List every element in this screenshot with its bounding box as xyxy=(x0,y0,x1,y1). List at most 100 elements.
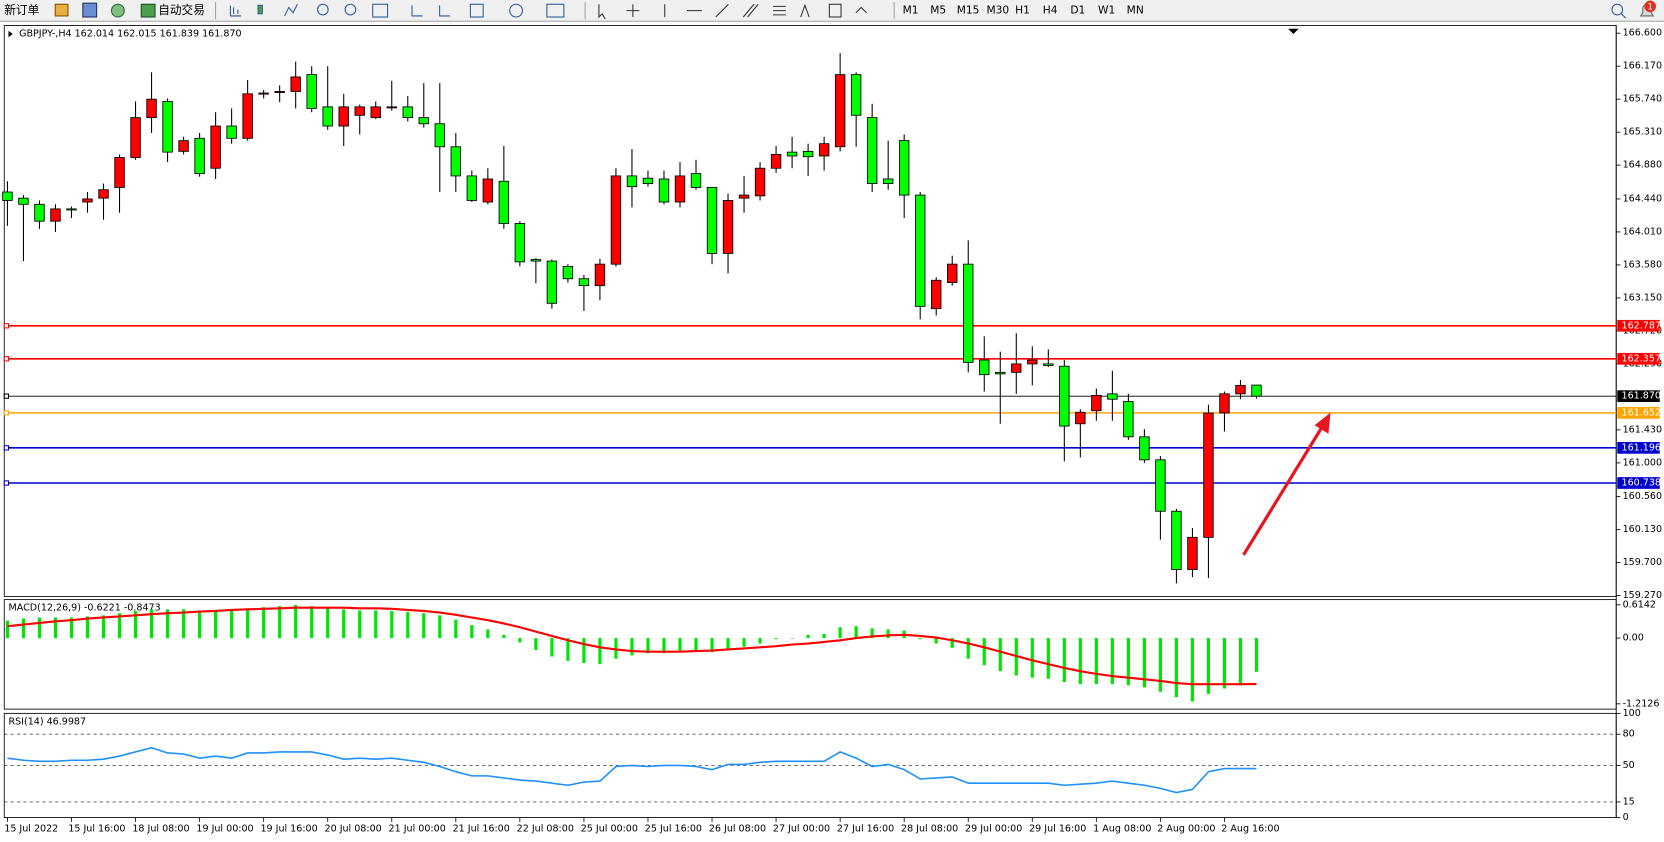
candle-body xyxy=(466,175,478,201)
candle-body xyxy=(1043,363,1054,366)
cursor-icon[interactable] xyxy=(598,4,606,20)
candle-body xyxy=(34,203,45,222)
new-order-button[interactable]: 新订单 xyxy=(4,3,39,17)
notification-badge xyxy=(1644,0,1657,13)
x-tick-label: 27 Jul 00:00 xyxy=(773,824,830,835)
timeframe-button[interactable]: MN xyxy=(1127,4,1144,17)
macd-bar xyxy=(774,638,778,640)
line-icon[interactable] xyxy=(284,4,298,17)
arrows-icon[interactable] xyxy=(855,6,867,14)
candle-body xyxy=(802,150,814,158)
level-label-bg xyxy=(1617,319,1660,332)
macd-bar xyxy=(1238,638,1243,686)
candle-body xyxy=(1139,436,1150,461)
drawing-tools[interactable] xyxy=(598,3,867,20)
timeframe-button[interactable]: H1 xyxy=(1015,4,1030,17)
icon[interactable] xyxy=(54,3,69,17)
macd-bar xyxy=(390,610,394,639)
level-handle xyxy=(3,445,10,451)
candle-body xyxy=(690,173,702,188)
zoom-in-icon[interactable] xyxy=(316,3,329,16)
y-tick-label: 164.880 xyxy=(1623,160,1662,171)
templates-icon[interactable] xyxy=(546,3,565,18)
candle-body xyxy=(1235,384,1246,395)
candle-body xyxy=(354,106,365,116)
macd-bar xyxy=(710,638,714,653)
scroll-icon[interactable] xyxy=(411,5,423,17)
timeframe-button[interactable]: H4 xyxy=(1043,4,1058,17)
candle-body xyxy=(947,263,958,283)
timeframe-button[interactable]: M1 xyxy=(903,4,919,17)
crosshair-icon[interactable] xyxy=(626,4,640,18)
channel-icon[interactable] xyxy=(742,3,759,18)
level-label: 161.652 xyxy=(1622,407,1661,418)
timeframes: M1 M5 M15 M30 H1 H4 D1 W1 MN xyxy=(903,4,1144,17)
zoom-out-icon[interactable] xyxy=(344,3,357,16)
timeframe-button[interactable]: M30 xyxy=(987,4,1010,17)
x-tick-label: 19 Jul 00:00 xyxy=(196,824,253,835)
candle-body xyxy=(1075,411,1086,425)
timeframe-button[interactable]: D1 xyxy=(1070,4,1085,17)
candle-body xyxy=(898,140,910,196)
macd-bar xyxy=(262,607,266,639)
auto-trade-button[interactable]: 自动交易 xyxy=(158,3,205,17)
macd-bar xyxy=(358,610,362,639)
icon[interactable] xyxy=(82,2,98,18)
tile-icon[interactable] xyxy=(372,3,389,18)
candle-icon[interactable] xyxy=(257,4,263,15)
timeframe-button[interactable]: M15 xyxy=(957,4,980,17)
candle-body xyxy=(866,117,878,185)
macd-bar xyxy=(694,638,698,651)
macd-bar xyxy=(502,634,506,639)
search-icon[interactable] xyxy=(1611,3,1624,16)
chart-tools[interactable] xyxy=(229,3,565,18)
macd-bar xyxy=(550,638,554,657)
rsi-line xyxy=(7,746,1257,794)
timeframe-button[interactable]: W1 xyxy=(1098,4,1115,17)
candle-body xyxy=(242,93,253,139)
macd-bar xyxy=(1206,638,1211,694)
macd-bar xyxy=(406,612,410,639)
x-tick-label: 21 Jul 00:00 xyxy=(389,824,446,835)
label-icon[interactable] xyxy=(828,3,842,18)
shift-icon[interactable] xyxy=(439,5,451,17)
candle-body xyxy=(738,194,750,199)
macd-bar xyxy=(117,613,122,639)
x-tick-label: 29 Jul 00:00 xyxy=(965,824,1022,835)
x-tick-label: 15 Jul 16:00 xyxy=(68,824,125,835)
macd-bar xyxy=(1078,638,1082,685)
timeframe-button[interactable]: M5 xyxy=(930,4,946,17)
candle-body xyxy=(482,178,494,203)
auto-trade-icon[interactable] xyxy=(140,3,156,18)
macd-bar xyxy=(310,606,314,639)
x-tick-label: 29 Jul 16:00 xyxy=(1029,824,1086,835)
macd-bar xyxy=(934,638,938,644)
candle-body xyxy=(306,74,317,109)
macd-bar xyxy=(1222,638,1227,689)
trendline-icon[interactable] xyxy=(715,3,729,18)
periods-icon[interactable] xyxy=(509,3,523,18)
candle-body xyxy=(979,359,990,376)
candle-body xyxy=(1171,510,1182,570)
macd-bar xyxy=(5,620,10,639)
candle-body xyxy=(210,125,221,169)
level-handle xyxy=(3,480,10,486)
indicators-icon[interactable] xyxy=(469,3,484,18)
bar-chart-icon[interactable] xyxy=(229,5,242,17)
text-icon[interactable] xyxy=(800,3,810,18)
macd-bar xyxy=(342,609,346,639)
macd-bar xyxy=(854,626,858,639)
candle-body xyxy=(514,223,526,263)
y-tick-label: 159.700 xyxy=(1623,557,1662,568)
level-label: 162.787 xyxy=(1622,320,1661,331)
x-tick-label: 22 Jul 08:00 xyxy=(517,824,574,835)
toolbar: 新订单 自动交易 xyxy=(0,0,1664,22)
macd-bar xyxy=(1174,638,1179,698)
icon[interactable] xyxy=(110,3,125,18)
y-tick-label: 166.600 xyxy=(1623,28,1662,39)
macd-bar xyxy=(1190,638,1195,702)
fibo-icon[interactable] xyxy=(773,5,786,16)
panel-title: RSI(14) 46.9987 xyxy=(8,716,86,727)
candle-body xyxy=(50,208,61,222)
candle-body xyxy=(610,175,622,265)
